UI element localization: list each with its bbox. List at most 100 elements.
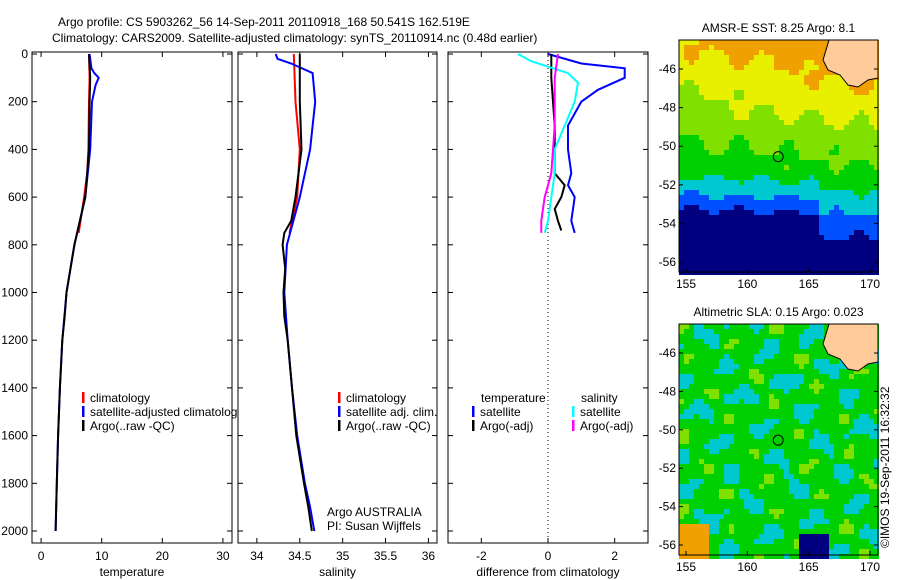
map-cell <box>809 185 814 190</box>
map-cell <box>754 329 759 334</box>
map-cell <box>739 225 744 230</box>
map-cell <box>854 529 859 534</box>
map-cell <box>709 165 714 170</box>
map-cell <box>774 85 779 90</box>
map-cell <box>834 484 839 489</box>
map-cell <box>764 354 769 359</box>
map-cell <box>869 429 874 434</box>
map-cell <box>699 265 704 270</box>
map-cell <box>849 504 854 509</box>
map-cell <box>739 180 744 185</box>
map-cell <box>694 449 699 454</box>
map-cell <box>799 230 804 235</box>
map-cell <box>754 100 759 105</box>
map-cell <box>864 414 869 419</box>
map-cell <box>799 359 804 364</box>
map-cell <box>829 459 834 464</box>
map-cell <box>814 404 819 409</box>
map-cell <box>704 70 709 75</box>
map-cell <box>799 100 804 105</box>
map-cell <box>764 359 769 364</box>
map-cell <box>789 459 794 464</box>
map-cell <box>759 235 764 240</box>
map-cell <box>709 329 714 334</box>
map-cell <box>779 250 784 255</box>
map-cell <box>729 414 734 419</box>
map-cell <box>824 220 829 225</box>
map-cell <box>699 90 704 95</box>
map-cell <box>804 100 809 105</box>
map-cell <box>729 494 734 499</box>
map-cell <box>839 120 844 125</box>
map-cell <box>869 105 874 110</box>
map-cell <box>834 479 839 484</box>
map-cell <box>789 145 794 150</box>
map-cell <box>814 155 819 160</box>
map-cell <box>859 389 864 394</box>
legend-header-temperature: temperature <box>481 391 546 405</box>
map-cell <box>734 449 739 454</box>
map-cell <box>784 554 789 559</box>
map-cell <box>679 534 684 539</box>
map-cell <box>759 205 764 210</box>
map-cell <box>809 225 814 230</box>
map-cell <box>769 230 774 235</box>
map-cell <box>794 40 799 45</box>
map-cell <box>739 230 744 235</box>
map-cell <box>859 514 864 519</box>
map-cell <box>794 265 799 270</box>
map-cell <box>849 115 854 120</box>
map-cell <box>734 140 739 145</box>
map-cell <box>749 250 754 255</box>
map-cell <box>739 265 744 270</box>
map-cell <box>854 110 859 115</box>
map-cell <box>769 225 774 230</box>
map-cell <box>704 349 709 354</box>
map-cell <box>839 464 844 469</box>
map-cell <box>789 155 794 160</box>
map-cell <box>869 265 874 270</box>
map-cell <box>769 235 774 240</box>
lat-tick-label: -46 <box>659 346 677 360</box>
map-cell <box>699 439 704 444</box>
map-cell <box>709 195 714 200</box>
map-cell <box>704 150 709 155</box>
map-cell <box>754 399 759 404</box>
map-cell <box>764 90 769 95</box>
map-cell <box>859 265 864 270</box>
map-cell <box>709 339 714 344</box>
map-cell <box>679 329 684 334</box>
map-cell <box>744 509 749 514</box>
map-cell <box>774 464 779 469</box>
map-cell <box>814 459 819 464</box>
map-cell <box>704 45 709 50</box>
map-cell <box>744 429 749 434</box>
map-cell <box>859 95 864 100</box>
map-cell <box>684 409 689 414</box>
map-cell <box>694 255 699 260</box>
legend-swatch <box>338 392 341 403</box>
map-cell <box>689 534 694 539</box>
map-cell <box>694 175 699 180</box>
map-cell <box>814 354 819 359</box>
map-cell <box>724 394 729 399</box>
map-cell <box>744 110 749 115</box>
map-cell <box>834 225 839 230</box>
map-cell <box>704 215 709 220</box>
map-cell <box>699 534 704 539</box>
map-cell <box>779 414 784 419</box>
map-cell <box>829 404 834 409</box>
map-cell <box>784 80 789 85</box>
map-cell <box>819 399 824 404</box>
map-cell <box>874 494 879 499</box>
map-cell <box>794 449 799 454</box>
map-cell <box>744 479 749 484</box>
map-cell <box>784 170 789 175</box>
map-cell <box>774 200 779 205</box>
map-cell <box>804 235 809 240</box>
map-cell <box>689 190 694 195</box>
map-cell <box>699 499 704 504</box>
map-cell <box>854 240 859 245</box>
map-cell <box>744 324 749 329</box>
